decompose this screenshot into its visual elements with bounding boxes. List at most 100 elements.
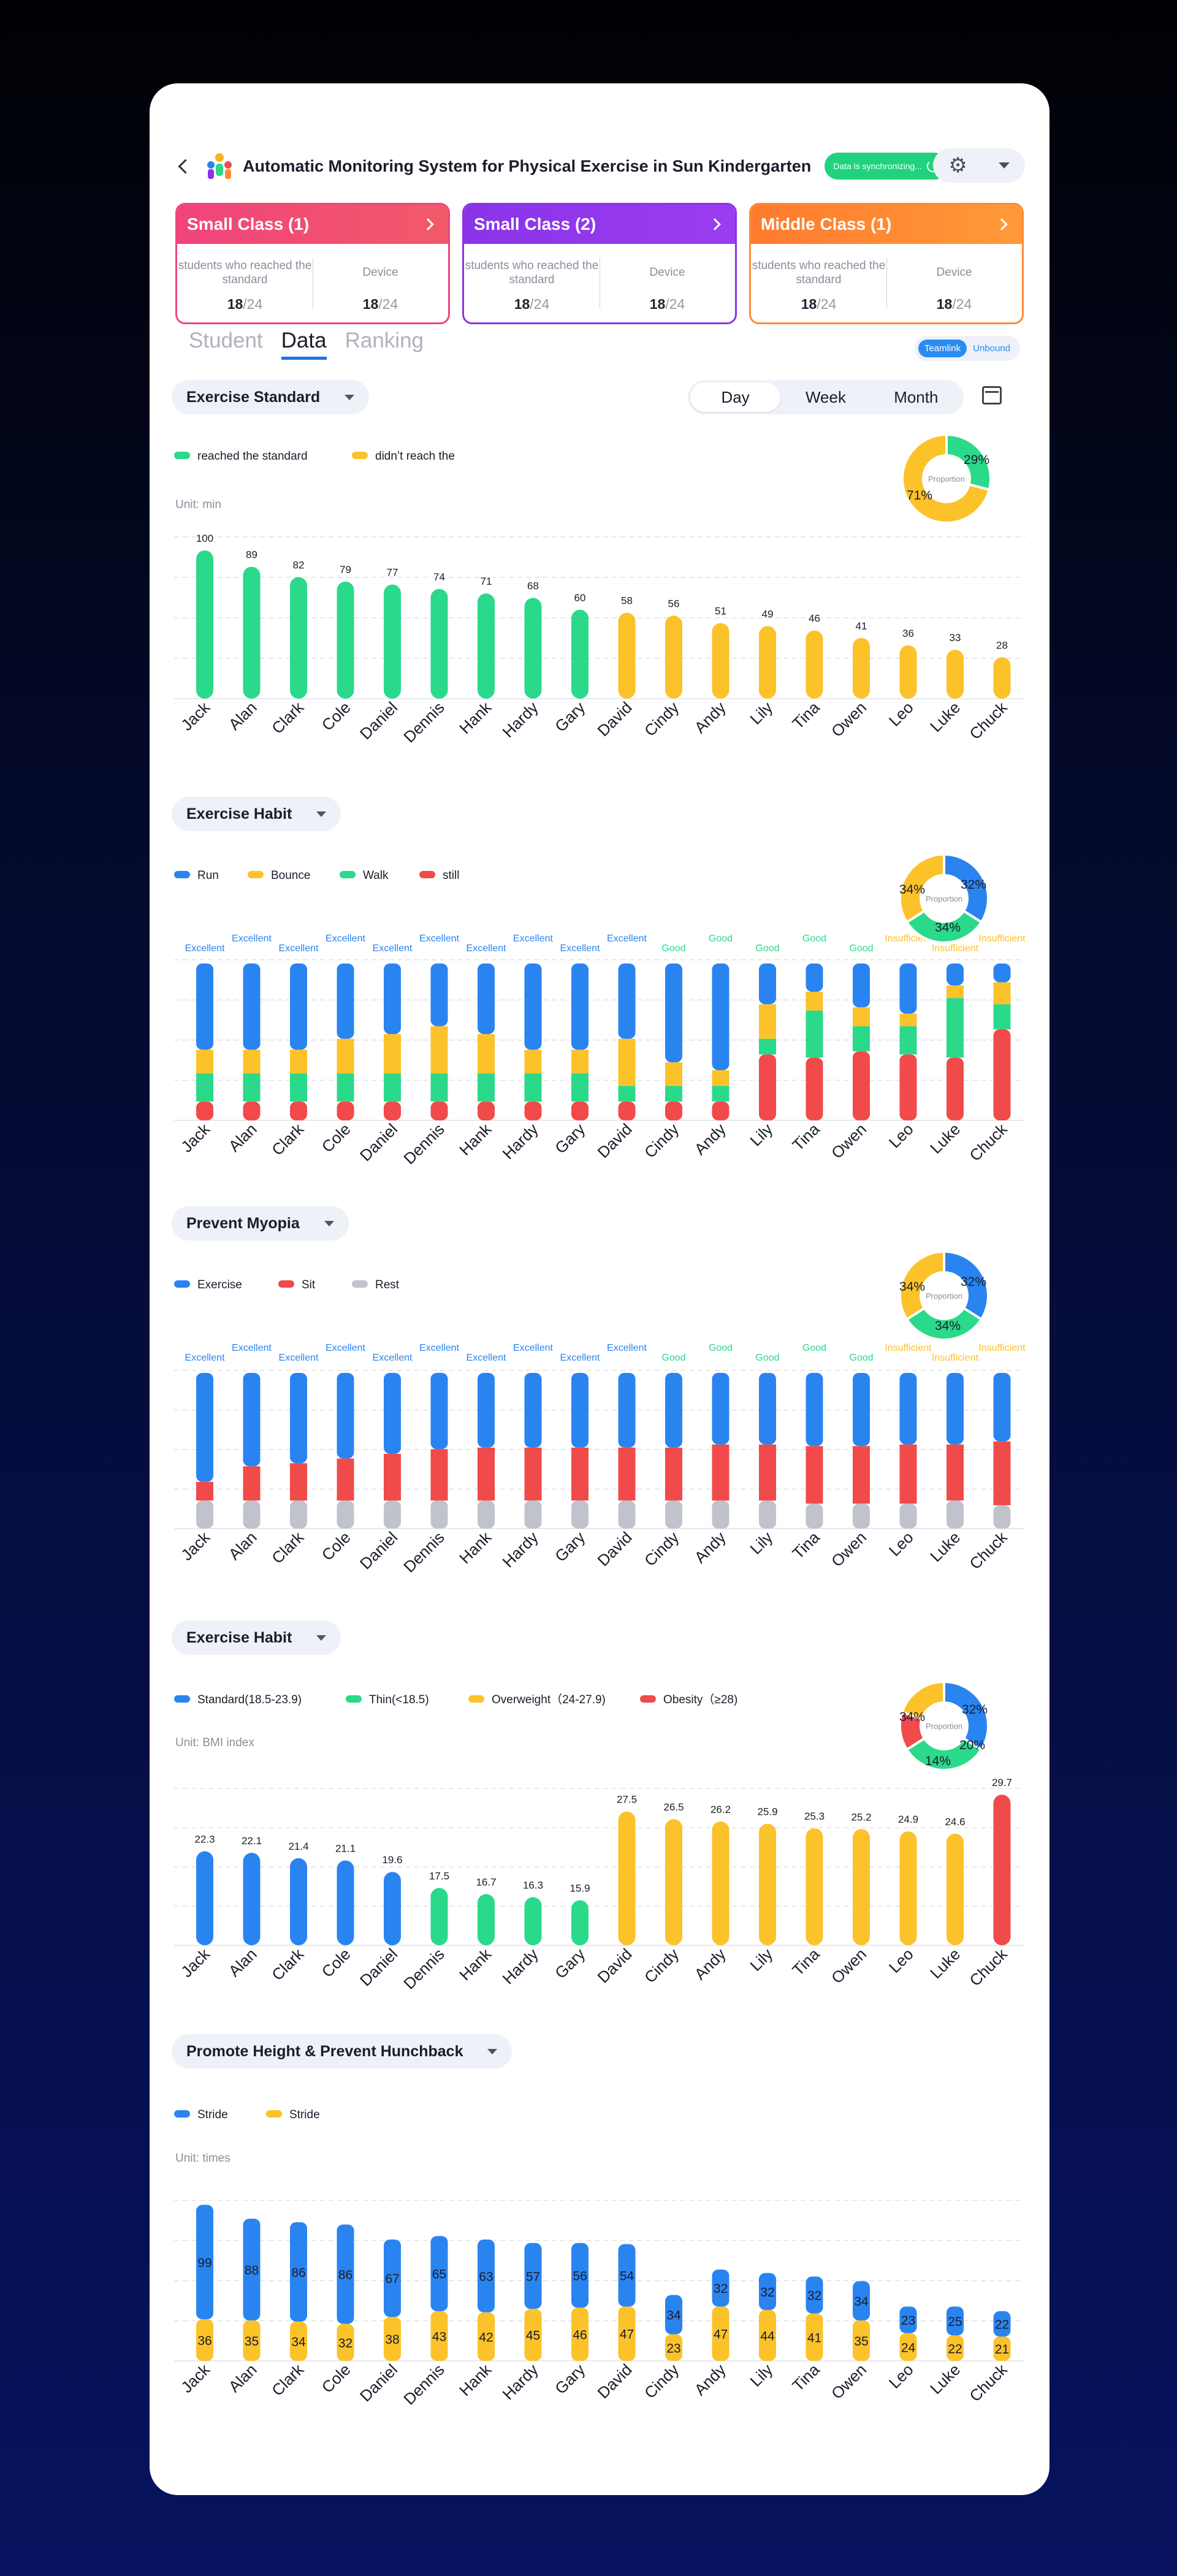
pie-slice [943,853,989,924]
bar [618,612,636,699]
data-label: 60 [574,592,586,604]
rating-label: Excellent [607,933,647,944]
legend-label: Standard(18.5-23.9) [197,1693,302,1706]
x-tick-label: Tina [788,1528,823,1563]
settings-menu[interactable]: ⚙ [933,148,1025,183]
stacked-bar-segment [337,1038,354,1074]
legend-label: Rest [375,1279,400,1291]
stacked-bar-segment [712,2306,729,2361]
stacked-bar-segment [665,1085,682,1102]
x-tick-label: Lily [746,1528,776,1558]
x-tick-label: Jack [177,1527,214,1564]
sync-status-badge[interactable]: Data is synchronizing... [825,153,948,180]
x-tick-label: Dennis [400,1945,448,1993]
x-tick-label: Hardy [498,1120,541,1163]
stacked-bar-segment [243,1049,261,1074]
data-label: 25.3 [804,1810,825,1822]
data-label: 21.4 [288,1841,308,1852]
prevent-myopia-dropdown[interactable]: Prevent Myopia [172,1206,349,1241]
calendar-icon[interactable] [982,386,1002,405]
stacked-bar-segment [337,2323,354,2361]
bar [430,1888,448,1945]
class-card-middle-1[interactable]: Middle Class (1) students who reached th… [749,203,1024,324]
stacked-bar-segment [243,963,261,1050]
rating-label: Excellent [513,1343,553,1353]
stacked-bar-segment [665,1373,682,1448]
device-label: Device [936,266,972,279]
gear-icon[interactable]: ⚙ [948,154,967,177]
data-label: 56 [573,2269,587,2283]
x-tick-label: Daniel [356,1528,401,1573]
stacked-bar-segment [993,963,1011,982]
rating-label: Excellent [467,1353,506,1363]
height-hunchback-dropdown[interactable]: Promote Height & Prevent Hunchback [172,2034,512,2069]
legend-label: Run [197,869,219,882]
bar [806,1828,823,1945]
x-tick-label: Cindy [641,2360,682,2402]
exercise-habit-dropdown[interactable]: Exercise Habit [172,797,341,831]
x-tick-label: Owen [828,698,870,740]
period-month[interactable]: Month [894,388,939,406]
x-tick-label: Alan [225,1120,261,1155]
stacked-bar-segment [571,2243,588,2308]
x-tick-label: Cole [318,1945,354,1981]
data-label: 86 [291,2266,305,2280]
data-label: 34 [291,2335,306,2349]
chevron-down-icon[interactable] [998,162,1010,169]
stacked-bar-segment [853,963,870,1008]
teamlink-toggle[interactable]: Teamlink Unbound [914,336,1020,361]
data-label: 25 [948,2315,962,2329]
bmi-habit-dropdown[interactable]: Exercise Habit [172,1620,341,1655]
data-label: 38 [385,2333,399,2347]
tab-data[interactable]: Data [281,329,327,360]
x-tick-label: Chuck [966,1527,1011,1573]
x-tick-label: Luke [926,1528,964,1565]
legend-swatch [352,1280,368,1288]
stacked-bar-segment [196,1500,213,1529]
x-tick-label: Cindy [641,1945,682,1986]
stacked-bar-segment [196,963,213,1050]
stacked-bar-segment [806,1373,823,1446]
x-tick-label: Tina [788,698,823,733]
x-tick-label: Daniel [356,698,401,743]
rating-label: Good [849,943,873,954]
legend-label: Walk [363,869,389,882]
tab-student[interactable]: Student [189,329,263,352]
period-day[interactable]: Day [690,382,781,412]
x-tick-label: Alan [225,1528,261,1563]
charts-layer: reached the standard didn’t reach the Unit… [174,433,1026,2408]
rating-label: Excellent [560,943,600,954]
class-card-small-2[interactable]: Small Class (2) students who reached the… [462,203,737,324]
reached-standard-label: students who reached the standard [465,259,599,286]
stacked-bar-segment [853,1503,870,1529]
stacked-bar-segment [478,1500,495,1529]
stacked-bar-segment [196,1373,213,1482]
stacked-bar-segment [899,1013,917,1027]
unbound-option[interactable]: Unbound [973,343,1010,354]
stacked-bar-segment [524,2243,542,2309]
stacked-bar-segment [853,1026,870,1052]
legend-swatch [174,871,190,878]
class-card-small-1[interactable]: Small Class (1) students who reached the… [175,203,450,324]
teamlink-option[interactable]: Teamlink [918,340,967,357]
x-tick-label: Cindy [641,1120,682,1161]
stacked-bar-segment [430,2311,448,2361]
exercise-standard-dropdown[interactable]: Exercise Standard [172,380,370,414]
tab-ranking[interactable]: Ranking [345,329,424,352]
x-tick-label: Cole [318,698,354,734]
x-tick-label: Luke [926,2360,964,2398]
stacked-bar-segment [712,963,729,1071]
stacked-bar-segment [665,1062,682,1086]
pie-slice [905,1736,983,1771]
stacked-bar-segment [899,1373,917,1445]
rating-label: Excellent [560,1353,600,1363]
pie-slice [945,433,992,492]
chevron-down-icon [316,1635,327,1641]
dropdown-label: Exercise Habit [186,1628,292,1646]
period-week[interactable]: Week [805,388,846,406]
data-label: 22.1 [242,1835,262,1847]
stacked-bar-segment [806,2276,823,2314]
data-label: 41 [856,620,867,632]
pie-center-label: Proportion [926,1722,962,1731]
stacked-bar-segment [524,2309,542,2361]
